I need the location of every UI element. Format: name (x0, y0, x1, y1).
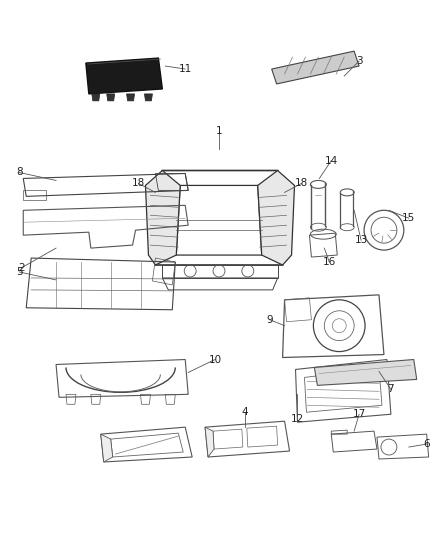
Text: 10: 10 (208, 354, 222, 365)
Polygon shape (258, 171, 294, 265)
Text: 3: 3 (356, 56, 362, 66)
Polygon shape (127, 94, 134, 101)
Text: 12: 12 (291, 414, 304, 424)
Text: 16: 16 (323, 257, 336, 267)
Text: 4: 4 (241, 407, 248, 417)
Text: 8: 8 (16, 167, 23, 177)
Polygon shape (145, 171, 180, 265)
Polygon shape (314, 360, 417, 385)
Text: 6: 6 (424, 439, 430, 449)
Text: 1: 1 (215, 126, 223, 136)
Text: 18: 18 (132, 179, 145, 189)
Polygon shape (205, 427, 214, 457)
Polygon shape (107, 94, 115, 101)
Text: 17: 17 (353, 409, 366, 419)
Polygon shape (272, 51, 359, 84)
Text: 18: 18 (295, 179, 308, 189)
Text: 11: 11 (179, 64, 192, 74)
Text: 5: 5 (16, 267, 23, 277)
Polygon shape (101, 434, 113, 462)
Polygon shape (92, 94, 100, 101)
Text: 9: 9 (266, 314, 273, 325)
Text: 15: 15 (402, 213, 415, 223)
Text: 14: 14 (325, 156, 338, 166)
Text: 13: 13 (354, 235, 368, 245)
Polygon shape (145, 94, 152, 101)
Text: 2: 2 (18, 263, 25, 273)
Polygon shape (86, 58, 162, 94)
Text: 7: 7 (388, 384, 394, 394)
